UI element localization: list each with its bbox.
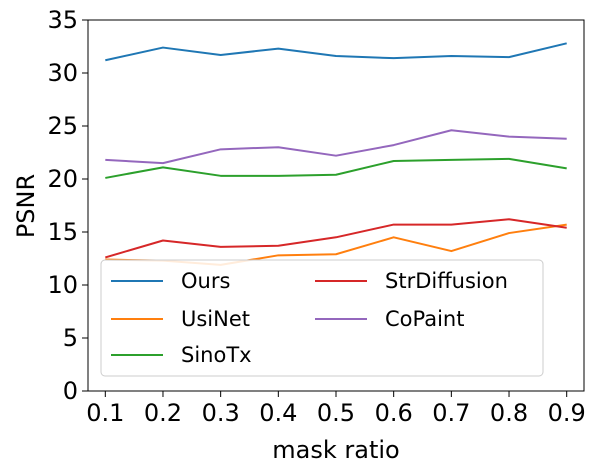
y-tick-label: 15 xyxy=(47,218,78,246)
legend-label-usinet: UsiNet xyxy=(181,307,250,331)
x-tick-label: 0.1 xyxy=(86,399,124,427)
x-tick-label: 0.8 xyxy=(490,399,528,427)
series-line-sinotx xyxy=(105,157,567,179)
y-axis-ticks: 0 5 10 15 20 25 30 35 xyxy=(47,6,88,405)
y-axis-label: PSNR xyxy=(12,174,40,238)
y-tick-label: 0 xyxy=(63,377,78,405)
y-tick-label: 30 xyxy=(47,59,78,87)
x-tick-label: 0.2 xyxy=(144,399,182,427)
y-tick-label: 5 xyxy=(63,324,78,352)
legend: Ours UsiNet SinoTx StrDiffusion CoPaint xyxy=(100,259,544,377)
x-axis-label: mask ratio xyxy=(272,436,399,464)
legend-label-copaint: CoPaint xyxy=(385,307,464,331)
x-tick-label: 0.9 xyxy=(548,399,586,427)
legend-label-sinotx: SinoTx xyxy=(181,343,252,367)
x-tick-label: 0.3 xyxy=(202,399,240,427)
y-tick-label: 35 xyxy=(47,6,78,34)
y-tick-label: 25 xyxy=(47,112,78,140)
y-tick-label: 20 xyxy=(47,165,78,193)
legend-label-strdiffusion: StrDiffusion xyxy=(385,269,508,293)
x-tick-label: 0.6 xyxy=(375,399,413,427)
series-line-ours xyxy=(105,42,567,62)
x-axis-ticks: 0.1 0.2 0.3 0.4 0.5 0.6 0.7 0.8 0.9 xyxy=(86,391,586,427)
x-tick-label: 0.5 xyxy=(317,399,355,427)
legend-label-ours: Ours xyxy=(181,269,230,293)
y-tick-label: 10 xyxy=(47,271,78,299)
series-line-strdiffusion xyxy=(105,218,567,259)
x-tick-label: 0.4 xyxy=(259,399,297,427)
series-line-copaint xyxy=(105,129,567,165)
x-tick-label: 0.7 xyxy=(432,399,470,427)
